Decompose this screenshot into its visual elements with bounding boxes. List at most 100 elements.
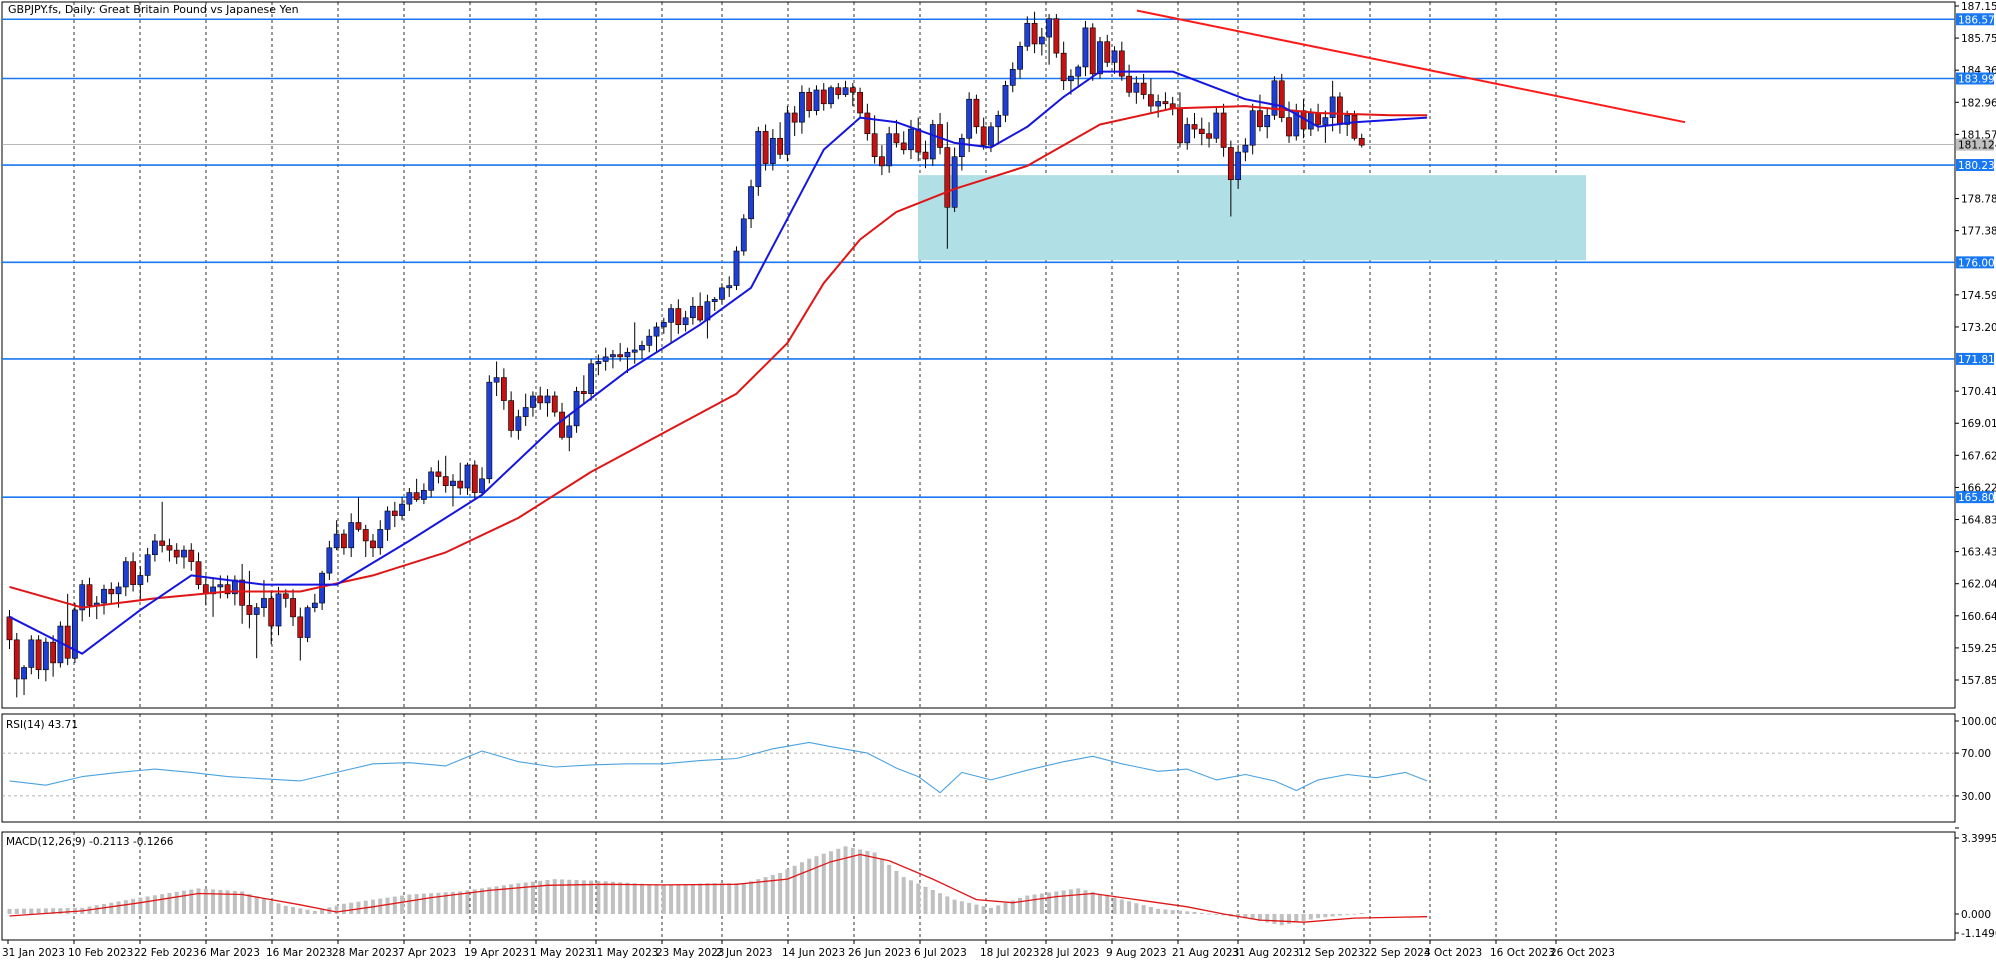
candle[interactable] bbox=[813, 85, 820, 116]
candle[interactable] bbox=[748, 179, 754, 229]
candle[interactable] bbox=[806, 87, 813, 118]
candle[interactable] bbox=[566, 414, 573, 452]
candle[interactable] bbox=[1329, 80, 1336, 132]
candle[interactable] bbox=[493, 361, 500, 396]
candle[interactable] bbox=[72, 603, 78, 663]
candle[interactable] bbox=[617, 343, 624, 362]
candle[interactable] bbox=[326, 540, 333, 581]
candle[interactable] bbox=[522, 393, 529, 426]
candle[interactable] bbox=[1089, 23, 1096, 81]
descending-trendline[interactable] bbox=[1136, 9, 1686, 124]
candle[interactable] bbox=[1249, 103, 1256, 155]
candle[interactable] bbox=[719, 283, 725, 304]
candle[interactable] bbox=[544, 389, 551, 417]
candle[interactable] bbox=[610, 349, 616, 369]
candle[interactable] bbox=[857, 87, 863, 118]
candle[interactable] bbox=[580, 375, 587, 403]
candle[interactable] bbox=[35, 635, 42, 679]
support-zone[interactable] bbox=[918, 175, 1586, 261]
candle[interactable] bbox=[348, 513, 355, 558]
candle[interactable] bbox=[137, 566, 144, 601]
candle[interactable] bbox=[1111, 46, 1118, 74]
candle[interactable] bbox=[530, 391, 536, 417]
candle[interactable] bbox=[64, 593, 71, 666]
candle[interactable] bbox=[624, 347, 631, 373]
candle[interactable] bbox=[261, 580, 267, 617]
candle[interactable] bbox=[1002, 80, 1009, 123]
candle[interactable] bbox=[13, 632, 20, 698]
candle[interactable] bbox=[239, 563, 246, 624]
candle[interactable] bbox=[406, 488, 413, 512]
candle[interactable] bbox=[762, 124, 769, 171]
candle[interactable] bbox=[413, 478, 420, 502]
candle[interactable] bbox=[1162, 92, 1169, 111]
candle[interactable] bbox=[333, 520, 340, 551]
candle[interactable] bbox=[195, 552, 202, 590]
candle[interactable] bbox=[1227, 140, 1234, 217]
candle[interactable] bbox=[173, 543, 180, 564]
candle[interactable] bbox=[457, 462, 464, 495]
candle[interactable] bbox=[152, 534, 158, 562]
candle[interactable] bbox=[471, 460, 478, 500]
candle[interactable] bbox=[828, 85, 834, 109]
candle[interactable] bbox=[1147, 78, 1154, 113]
candle[interactable] bbox=[646, 329, 653, 353]
candle[interactable] bbox=[660, 317, 667, 334]
candle[interactable] bbox=[311, 593, 318, 613]
candle[interactable] bbox=[551, 391, 558, 417]
candle[interactable] bbox=[1017, 41, 1023, 79]
candle[interactable] bbox=[144, 547, 151, 583]
candle[interactable] bbox=[362, 524, 369, 558]
candle[interactable] bbox=[1206, 122, 1212, 148]
candle[interactable] bbox=[689, 297, 696, 325]
candle[interactable] bbox=[1278, 73, 1285, 123]
candle[interactable] bbox=[399, 497, 405, 521]
candle[interactable] bbox=[442, 455, 449, 493]
candle[interactable] bbox=[304, 605, 311, 643]
candle[interactable] bbox=[290, 589, 296, 627]
candle[interactable] bbox=[893, 119, 900, 148]
candle[interactable] bbox=[1126, 64, 1132, 97]
candle[interactable] bbox=[122, 557, 129, 597]
candle[interactable] bbox=[297, 607, 304, 661]
candle[interactable] bbox=[1351, 110, 1358, 141]
candle[interactable] bbox=[420, 483, 427, 505]
candle[interactable] bbox=[966, 92, 973, 153]
candle[interactable] bbox=[384, 506, 391, 541]
candle[interactable] bbox=[1140, 73, 1147, 100]
candle[interactable] bbox=[377, 520, 384, 555]
candle[interactable] bbox=[1213, 106, 1220, 143]
candle[interactable] bbox=[101, 584, 107, 615]
candle[interactable] bbox=[450, 474, 456, 507]
candle[interactable] bbox=[973, 94, 980, 134]
candle[interactable] bbox=[1075, 64, 1082, 88]
candle[interactable] bbox=[108, 582, 115, 604]
candle[interactable] bbox=[740, 214, 747, 256]
candle[interactable] bbox=[42, 637, 49, 682]
candle[interactable] bbox=[878, 145, 885, 176]
candle[interactable] bbox=[130, 552, 136, 592]
candle[interactable] bbox=[1104, 34, 1111, 67]
candle[interactable] bbox=[1053, 14, 1060, 58]
candle[interactable] bbox=[181, 545, 187, 569]
candle[interactable] bbox=[675, 299, 682, 334]
candle[interactable] bbox=[1220, 103, 1227, 157]
candle[interactable] bbox=[1009, 62, 1016, 93]
candle[interactable] bbox=[166, 538, 173, 562]
candle[interactable] bbox=[900, 131, 907, 155]
candle[interactable] bbox=[799, 85, 805, 134]
candle[interactable] bbox=[1133, 76, 1140, 104]
candle[interactable] bbox=[631, 322, 638, 364]
candle[interactable] bbox=[1286, 101, 1292, 143]
candle[interactable] bbox=[464, 462, 471, 495]
candle[interactable] bbox=[508, 391, 515, 438]
candle[interactable] bbox=[929, 119, 936, 166]
candle[interactable] bbox=[435, 460, 442, 484]
candle[interactable] bbox=[842, 80, 849, 97]
candle[interactable] bbox=[726, 276, 733, 298]
candle[interactable] bbox=[159, 501, 166, 553]
candle[interactable] bbox=[79, 580, 86, 622]
candle[interactable] bbox=[341, 529, 347, 555]
candle[interactable] bbox=[500, 368, 507, 410]
